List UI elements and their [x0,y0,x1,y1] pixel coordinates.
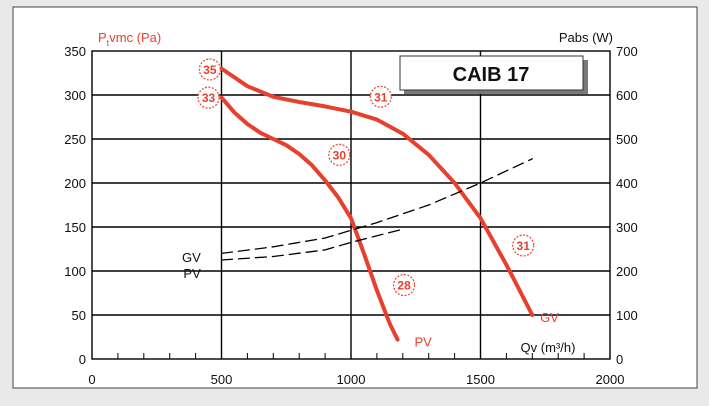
grid-lines [92,51,610,359]
series-line-gv-left [219,66,535,317]
plot-area-border [91,50,611,360]
series-label: PV [414,334,432,349]
y-right-tick-label: 600 [616,88,638,103]
series-line-pv-right [220,228,404,261]
y-right-tick-label: 100 [616,308,638,323]
tick-label-group: 0 500 1000 1500 2000 0 50 100 150 200 250 300 350 0 10… [64,44,637,387]
series-label: GV [540,310,559,325]
y-right-tick-label: 300 [616,220,638,235]
speed-marker-label: 28 [397,279,411,293]
title-box-face [399,55,584,91]
y-left-tick-label: 200 [64,176,86,191]
speed-marker-label: 31 [517,239,531,253]
speed-marker-label: 31 [374,90,388,104]
left-axis-label: Ptvmc (Pa) [98,30,161,48]
right-axis-label: Pabs (W) [559,30,613,45]
minor-tick-group [117,353,585,359]
y-right-tick-label: 200 [616,264,638,279]
x-tick-label: 1000 [337,372,366,387]
speed-marker-label: 30 [333,148,347,162]
y-right-tick-label: 500 [616,132,638,147]
series-label: PV [183,266,201,281]
y-right-tick-label: 400 [616,176,638,191]
y-right-tick-label: 0 [616,352,623,367]
speed-marker-label: 35 [203,63,217,77]
y-left-tick-label: 300 [64,88,86,103]
y-left-tick-label: 250 [64,132,86,147]
series-line-pv-left [219,95,400,342]
y-right-tick-label: 700 [616,44,638,59]
chart-frame [12,6,698,389]
speed-marker-circle [512,234,535,257]
speed-marker-circle [369,85,392,108]
series-line-gv-right [220,158,533,255]
annotation-layer: 35 33 30 31 31 28 [197,58,535,297]
speed-marker-label: 33 [202,91,216,105]
speed-marker-circle [392,273,416,297]
speed-marker-circle [328,143,351,166]
x-axis-label: Qv (m³/h) [521,340,576,355]
y-left-tick-label: 100 [64,264,86,279]
series-label: GV [182,250,201,265]
x-tick-label: 0 [88,372,95,387]
y-left-tick-label: 150 [64,220,86,235]
x-tick-label: 2000 [596,372,625,387]
y-left-tick-label: 350 [64,44,86,59]
x-tick-label: 500 [211,372,233,387]
series-layer [219,66,535,342]
speed-marker-circle [197,86,220,109]
x-tick-label: 1500 [466,372,495,387]
model-title-box: CAIB 17 [399,55,588,94]
y-left-tick-label: 0 [79,352,86,367]
model-title: CAIB 17 [453,64,530,86]
y-left-tick-label: 50 [72,308,86,323]
speed-marker-circle [198,58,221,81]
